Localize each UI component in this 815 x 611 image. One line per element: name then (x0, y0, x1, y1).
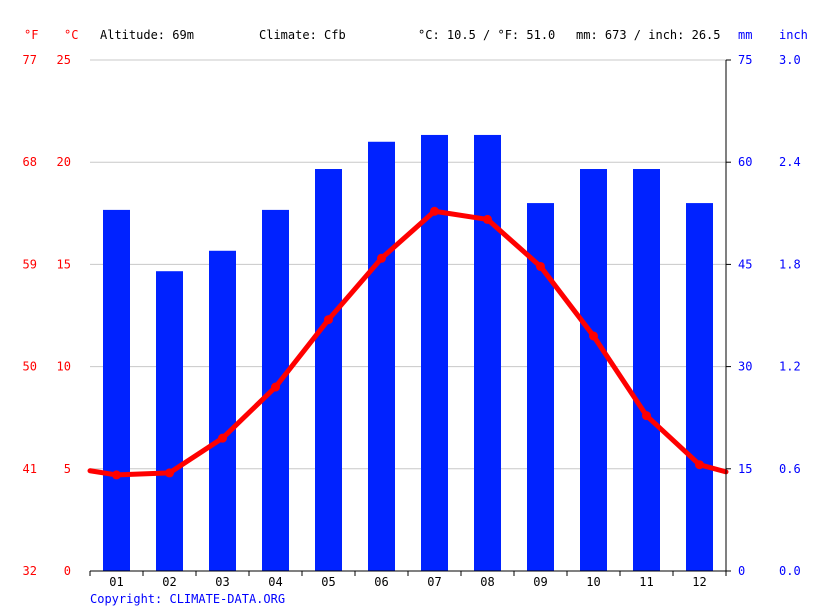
mm-unit-label: mm (738, 28, 753, 42)
temperature-point (324, 315, 333, 325)
inch-tick-label: 0.6 (779, 462, 801, 476)
inch-tick-label: 1.8 (779, 257, 801, 271)
mm-tick-label: 45 (738, 257, 752, 271)
precipitation-bar (315, 169, 342, 571)
inch-tick-label: 2.4 (779, 155, 801, 169)
x-tick-label: 07 (427, 575, 441, 589)
mm-tick-label: 60 (738, 155, 752, 169)
x-tick-label: 10 (586, 575, 600, 589)
celsius-tick-label: 0 (64, 564, 71, 578)
temperature-line (87, 208, 729, 478)
copyright-link[interactable]: Copyright: CLIMATE-DATA.ORG (90, 592, 286, 606)
inch-tick-label: 1.2 (779, 360, 801, 374)
precipitation-bar (474, 134, 501, 572)
temperature-point (271, 382, 280, 392)
x-tick-label: 09 (533, 575, 547, 589)
celsius-tick-label: 15 (57, 257, 71, 271)
x-tick-label: 04 (268, 575, 282, 589)
x-tick-label: 12 (692, 575, 706, 589)
temperature-point (695, 460, 704, 470)
fahrenheit-tick-label: 59 (23, 257, 37, 271)
precipitation-bar (368, 141, 395, 571)
temperature-point (536, 261, 545, 271)
temperature-point (483, 214, 492, 224)
inch-tick-label: 3.0 (779, 53, 801, 67)
mm-tick-label: 15 (738, 462, 752, 476)
precipitation-bar (633, 169, 660, 571)
celsius-tick-label: 20 (57, 155, 71, 169)
temperature-point (377, 253, 386, 263)
celsius-tick-label: 10 (57, 360, 71, 374)
total-precipitation-label: mm: 673 / inch: 26.5 (576, 28, 721, 42)
precipitation-bar (421, 134, 448, 572)
mm-tick-label: 75 (738, 53, 752, 67)
climate-label: Climate: Cfb (259, 28, 346, 42)
x-tick-label: 02 (162, 575, 176, 589)
temperature-point (642, 411, 651, 421)
temperature-point (112, 470, 121, 480)
fahrenheit-tick-label: 68 (23, 155, 37, 169)
inch-unit-label: inch (779, 28, 808, 42)
celsius-unit-label: °C (64, 28, 79, 42)
fahrenheit-tick-label: 41 (23, 462, 37, 476)
temperature-point (165, 468, 174, 478)
celsius-tick-label: 5 (64, 462, 71, 476)
average-temperature-label: °C: 10.5 / °F: 51.0 (418, 28, 556, 42)
x-tick-label: 01 (109, 575, 123, 589)
precipitation-bar (209, 250, 236, 572)
precipitation-bar (103, 209, 130, 572)
mm-tick-label: 30 (738, 360, 752, 374)
fahrenheit-tick-label: 50 (23, 360, 37, 374)
x-tick-label: 03 (215, 575, 229, 589)
temperature-point (218, 433, 227, 443)
x-tick-label: 08 (480, 575, 494, 589)
fahrenheit-tick-label: 77 (23, 53, 37, 67)
inch-tick-label: 0.0 (779, 564, 801, 578)
x-tick-label: 05 (321, 575, 335, 589)
mm-tick-label: 0 (738, 564, 745, 578)
x-tick-label: 11 (639, 575, 653, 589)
altitude-label: Altitude: 69m (100, 28, 194, 42)
precipitation-bar (156, 271, 183, 571)
fahrenheit-unit-label: °F (24, 28, 39, 42)
precipitation-bar (580, 169, 607, 571)
celsius-tick-label: 25 (57, 53, 71, 67)
fahrenheit-tick-label: 32 (23, 564, 37, 578)
temperature-point (589, 331, 598, 341)
x-tick-label: 06 (374, 575, 388, 589)
precipitation-bar (686, 203, 713, 571)
temperature-point (430, 206, 439, 216)
